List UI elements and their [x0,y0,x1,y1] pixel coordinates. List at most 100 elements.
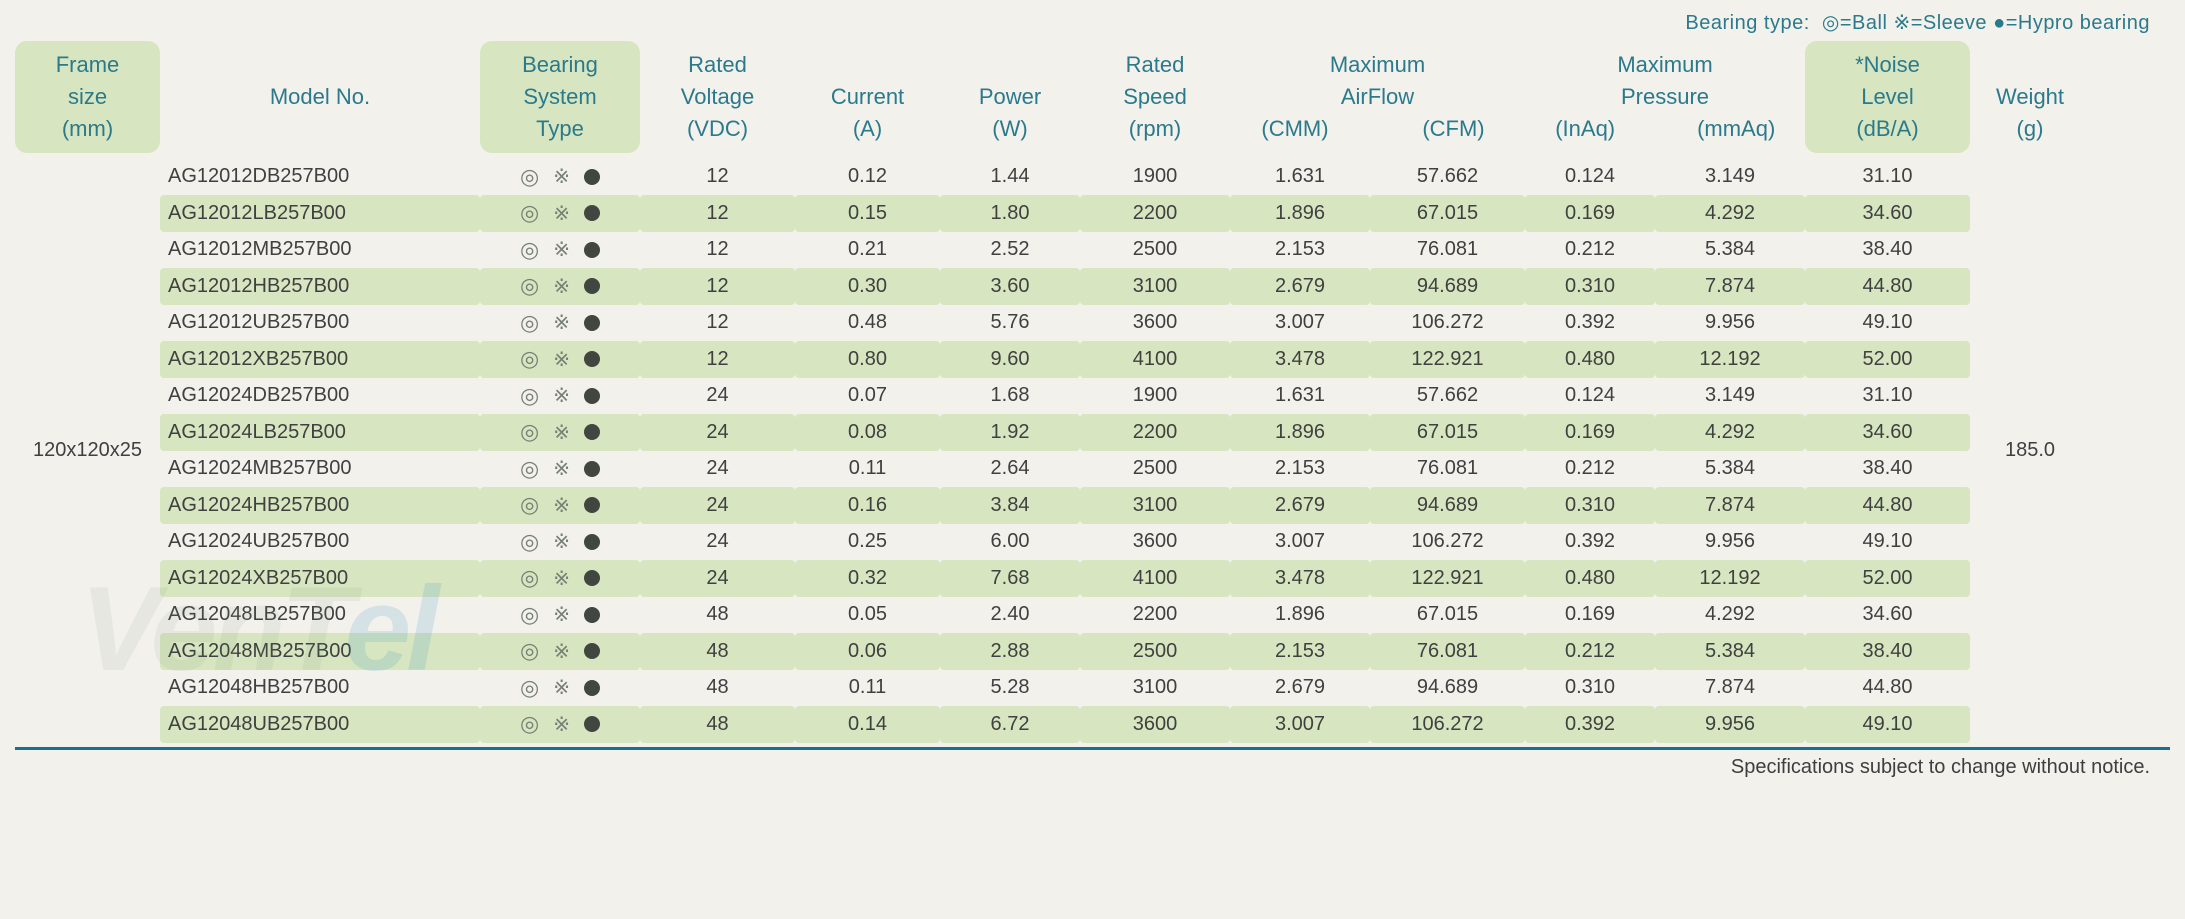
sleeve-icon: ※ [553,420,570,445]
sleeve-icon: ※ [553,164,570,189]
hypro-icon [584,351,600,367]
cell-voltage: 24 [640,487,795,524]
hdr-pressure: MaximumPressure (InAq) (mmAq) [1525,41,1805,153]
cell-power: 5.28 [940,670,1080,707]
cell-mmaq: 4.292 [1655,195,1805,232]
cell-inaq: 0.392 [1525,524,1655,561]
cell-current: 0.14 [795,706,940,743]
cell-voltage: 48 [640,706,795,743]
cell-power: 9.60 [940,341,1080,378]
cell-speed: 3600 [1080,524,1230,561]
cell-power: 6.72 [940,706,1080,743]
cell-bearing: ◎※ [480,706,640,743]
hdr-speed: RatedSpeed(rpm) [1080,41,1230,153]
sleeve-icon: ※ [553,602,570,627]
ball-icon: ◎ [520,237,539,263]
cell-cfm: 76.081 [1370,232,1525,269]
cell-power: 2.64 [940,451,1080,488]
cell-speed: 2200 [1080,414,1230,451]
hypro-icon [584,315,600,331]
hdr-current: Current(A) [795,41,940,153]
cell-power: 1.92 [940,414,1080,451]
cell-inaq: 0.124 [1525,378,1655,415]
cell-model: AG12048MB257B00 [160,633,480,670]
sleeve-icon: ※ [553,237,570,262]
cell-model: AG12012DB257B00 [160,159,480,196]
table-row: AG12024MB257B00◎※240.112.6425002.15376.0… [160,451,1970,488]
cell-bearing: ◎※ [480,633,640,670]
table-row: AG12012DB257B00◎※120.121.4419001.63157.6… [160,159,1970,196]
cell-mmaq: 5.384 [1655,232,1805,269]
ball-icon: ◎ [520,164,539,190]
cell-inaq: 0.124 [1525,159,1655,196]
sleeve-icon: ※ [553,675,570,700]
cell-current: 0.06 [795,633,940,670]
cell-speed: 1900 [1080,378,1230,415]
cell-cfm: 94.689 [1370,670,1525,707]
cell-noise: 44.80 [1805,487,1970,524]
hypro-icon [584,278,600,294]
cell-cmm: 3.007 [1230,524,1370,561]
cell-power: 1.44 [940,159,1080,196]
cell-bearing: ◎※ [480,560,640,597]
cell-mmaq: 9.956 [1655,305,1805,342]
cell-current: 0.05 [795,597,940,634]
cell-model: AG12012HB257B00 [160,268,480,305]
ball-icon: ◎ [520,711,539,737]
cell-mmaq: 4.292 [1655,414,1805,451]
frame-size-cell: 120x120x25 [15,159,160,743]
cell-cmm: 2.153 [1230,232,1370,269]
hypro-icon [584,205,600,221]
cell-power: 1.68 [940,378,1080,415]
cell-speed: 2500 [1080,451,1230,488]
ball-icon: ◎ [520,456,539,482]
cell-power: 2.52 [940,232,1080,269]
hdr-frame: Framesize(mm) [15,41,160,153]
cell-voltage: 24 [640,524,795,561]
ball-icon: ◎ [520,383,539,409]
ball-icon: ◎ [520,419,539,445]
cell-noise: 38.40 [1805,232,1970,269]
cell-bearing: ◎※ [480,597,640,634]
table-header: Framesize(mm) Model No. BearingSystemTyp… [15,41,2170,153]
cell-bearing: ◎※ [480,670,640,707]
table-row: AG12048UB257B00◎※480.146.7236003.007106.… [160,706,1970,743]
cell-mmaq: 9.956 [1655,706,1805,743]
cell-noise: 44.80 [1805,670,1970,707]
cell-cmm: 2.679 [1230,487,1370,524]
cell-cfm: 122.921 [1370,341,1525,378]
hypro-icon [584,497,600,513]
cell-cmm: 3.007 [1230,305,1370,342]
cell-inaq: 0.392 [1525,305,1655,342]
cell-bearing: ◎※ [480,232,640,269]
cell-model: AG12048UB257B00 [160,706,480,743]
cell-voltage: 12 [640,195,795,232]
cell-power: 3.60 [940,268,1080,305]
cell-noise: 31.10 [1805,378,1970,415]
cell-power: 3.84 [940,487,1080,524]
cell-cfm: 94.689 [1370,487,1525,524]
cell-bearing: ◎※ [480,195,640,232]
cell-cfm: 67.015 [1370,414,1525,451]
footer-note: Specifications subject to change without… [15,747,2170,779]
sleeve-icon: ※ [553,383,570,408]
hypro-icon [584,607,600,623]
cell-power: 5.76 [940,305,1080,342]
cell-noise: 49.10 [1805,305,1970,342]
cell-cfm: 122.921 [1370,560,1525,597]
weight-cell: 185.0 [1970,159,2090,743]
cell-current: 0.12 [795,159,940,196]
cell-mmaq: 3.149 [1655,378,1805,415]
sleeve-icon: ※ [553,529,570,554]
cell-cfm: 106.272 [1370,305,1525,342]
cell-mmaq: 12.192 [1655,341,1805,378]
table-row: AG12048MB257B00◎※480.062.8825002.15376.0… [160,633,1970,670]
cell-noise: 38.40 [1805,633,1970,670]
cell-power: 6.00 [940,524,1080,561]
hypro-icon [584,461,600,477]
cell-voltage: 12 [640,268,795,305]
cell-current: 0.32 [795,560,940,597]
table-row: AG12048HB257B00◎※480.115.2831002.67994.6… [160,670,1970,707]
cell-voltage: 48 [640,670,795,707]
sleeve-icon: ※ [553,456,570,481]
